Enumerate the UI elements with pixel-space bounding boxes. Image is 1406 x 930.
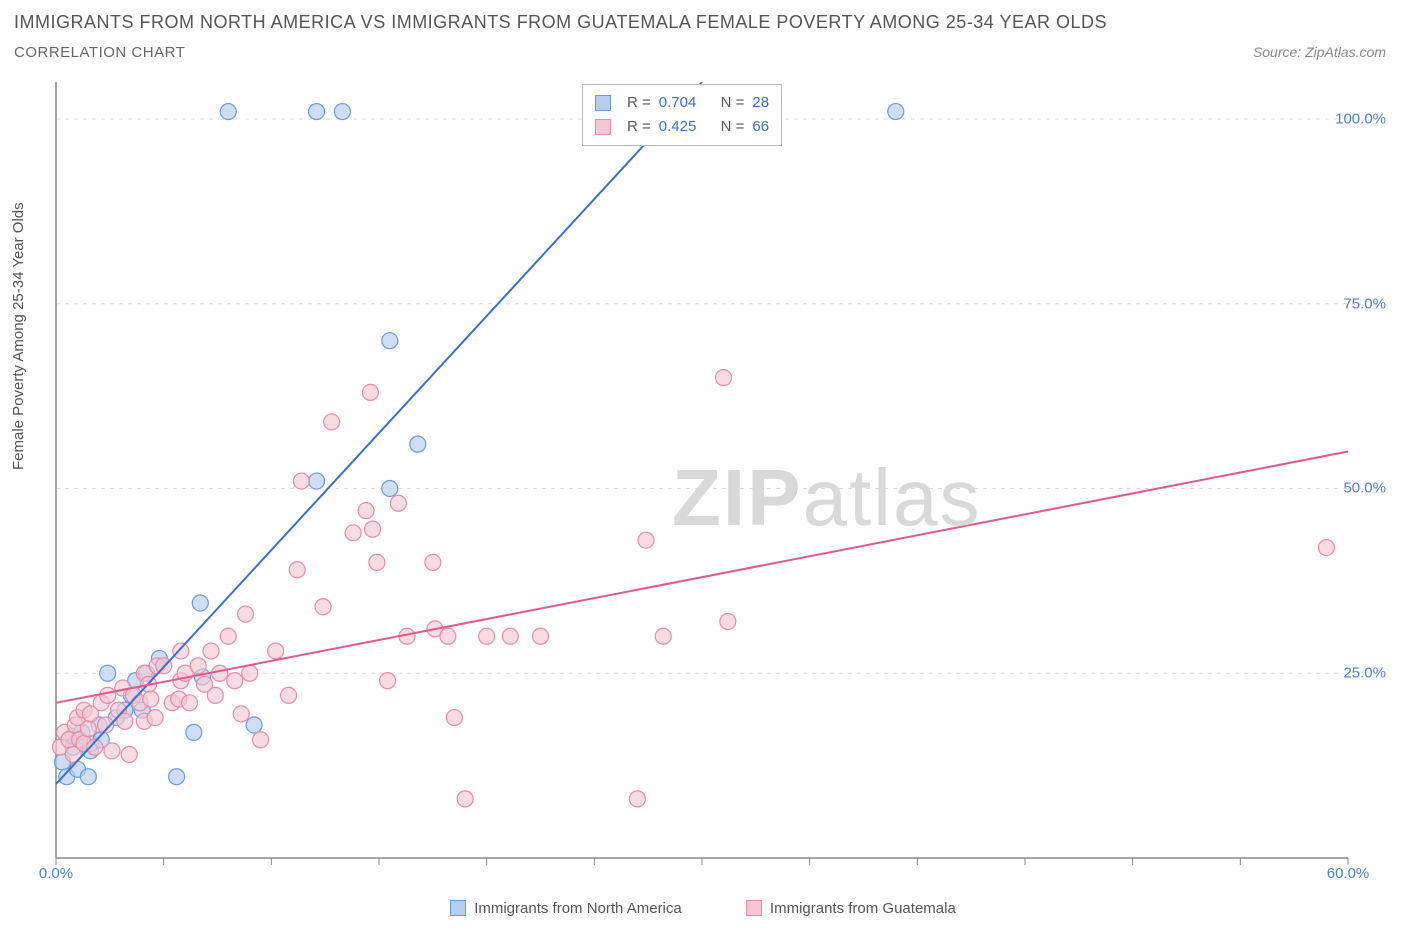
legend-bottom: Immigrants from North America Immigrants…	[0, 900, 1406, 921]
legend-swatch-na	[450, 900, 466, 916]
legend-label-na: Immigrants from North America	[474, 900, 682, 917]
source-name: ZipAtlas.com	[1305, 44, 1386, 60]
stats-box: R = 0.704 N = 28 R = 0.425 N = 66	[582, 84, 782, 146]
stat-r-label-2: R =	[627, 115, 651, 139]
chart-svg	[52, 82, 1392, 872]
y-tick-label: 50.0%	[1343, 480, 1386, 497]
stats-row-na: R = 0.704 N = 28	[595, 91, 769, 115]
chart-subtitle: CORRELATION CHART	[14, 44, 185, 61]
source-prefix: Source:	[1253, 44, 1305, 60]
x-tick-label: 0.0%	[39, 865, 73, 882]
stat-n-label: N =	[721, 91, 745, 115]
y-axis-label: Female Poverty Among 25-34 Year Olds	[10, 202, 27, 470]
x-tick-label: 60.0%	[1327, 865, 1370, 882]
y-tick-label: 25.0%	[1343, 665, 1386, 682]
stats-row-gt: R = 0.425 N = 66	[595, 115, 769, 139]
source-credit: Source: ZipAtlas.com	[1253, 44, 1386, 60]
y-tick-label: 75.0%	[1343, 295, 1386, 312]
legend-item-na: Immigrants from North America	[450, 900, 682, 917]
legend-label-gt: Immigrants from Guatemala	[770, 900, 956, 917]
stat-r-na: 0.704	[659, 91, 697, 115]
stat-n-gt: 66	[752, 115, 769, 139]
legend-swatch-gt	[746, 900, 762, 916]
stat-r-label: R =	[627, 91, 651, 115]
legend-item-gt: Immigrants from Guatemala	[746, 900, 956, 917]
chart-title: IMMIGRANTS FROM NORTH AMERICA VS IMMIGRA…	[14, 12, 1107, 33]
stat-n-na: 28	[752, 91, 769, 115]
plot-area: ZIPatlas R = 0.704 N = 28 R = 0.425 N = …	[52, 82, 1392, 872]
stat-n-label-2: N =	[721, 115, 745, 139]
stat-r-gt: 0.425	[659, 115, 697, 139]
swatch-na	[595, 95, 611, 111]
y-tick-label: 100.0%	[1335, 110, 1386, 127]
swatch-gt	[595, 119, 611, 135]
